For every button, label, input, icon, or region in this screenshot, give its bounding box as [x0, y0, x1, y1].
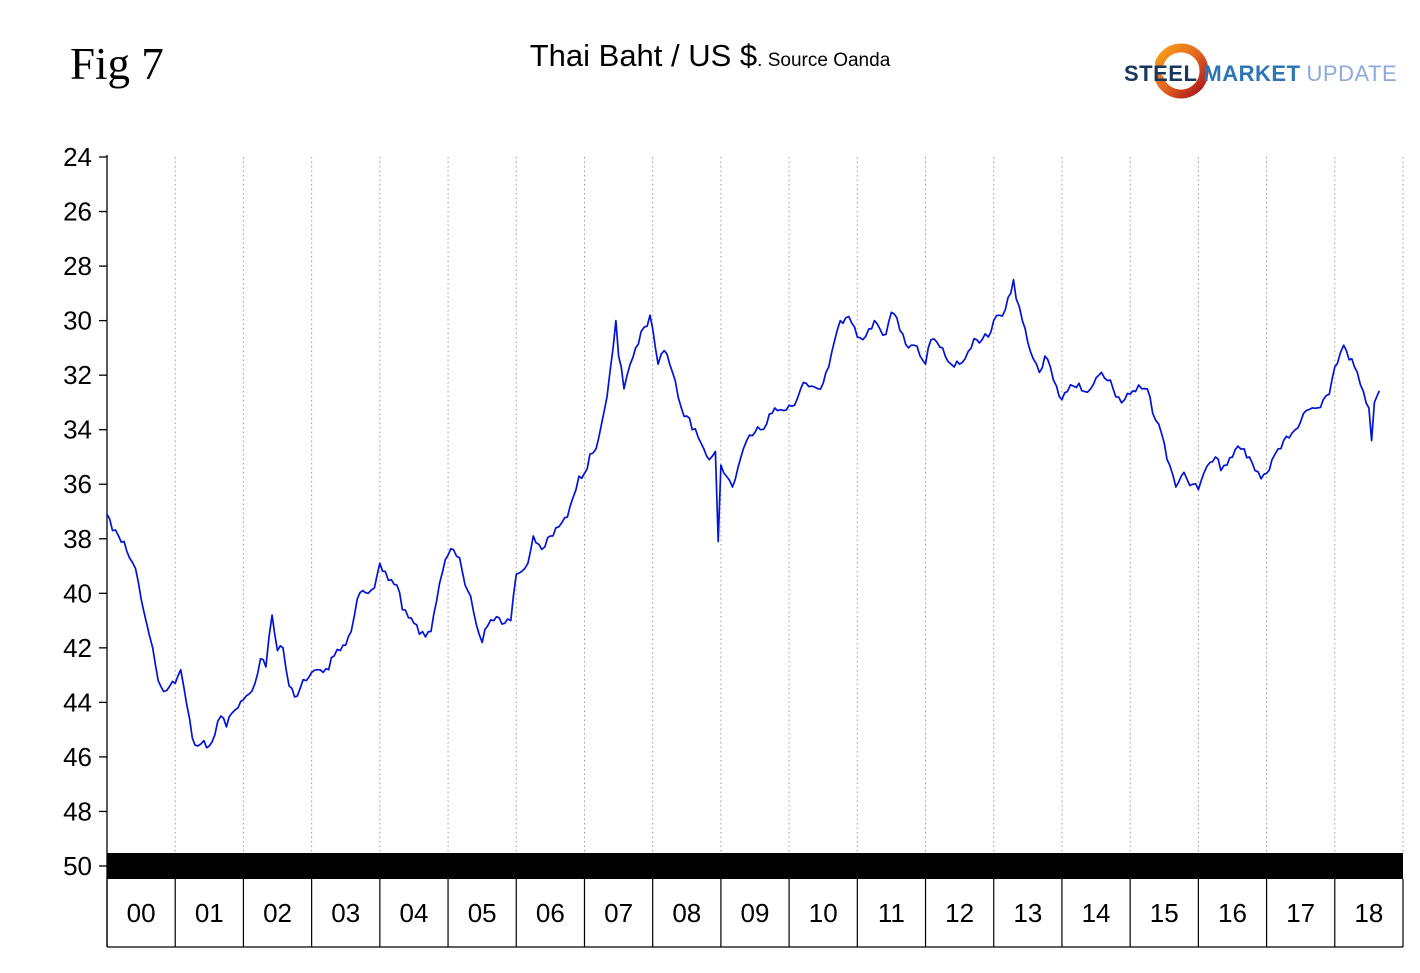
- y-tick-label: 44: [63, 687, 92, 717]
- x-tick-label: 14: [1082, 898, 1111, 928]
- x-tick-label: 00: [127, 898, 156, 928]
- x-tick-label: 05: [468, 898, 497, 928]
- logo-text: STEEL MARKET UPDATE: [1124, 61, 1397, 87]
- figure-label: Fig 7: [70, 39, 164, 89]
- x-tick-label: 03: [331, 898, 360, 928]
- y-tick-label: 50: [63, 851, 92, 881]
- logo-word-market: MARKET: [1203, 61, 1301, 86]
- y-tick-label: 42: [63, 633, 92, 663]
- logo-swoosh-icon: [1154, 43, 1209, 99]
- y-tick-label: 40: [63, 578, 92, 608]
- y-tick-label: 36: [63, 469, 92, 499]
- y-tick-label: 34: [63, 415, 92, 445]
- baseline-bar: [107, 853, 1403, 879]
- smu-logo: STEEL MARKET UPDATE: [1124, 42, 1397, 102]
- x-tick-label: 08: [672, 898, 701, 928]
- x-tick-label: 17: [1286, 898, 1315, 928]
- y-tick-label: 24: [63, 142, 92, 172]
- x-tick-label: 13: [1013, 898, 1042, 928]
- y-tick-label: 32: [63, 360, 92, 390]
- x-tick-label: 07: [604, 898, 633, 928]
- chart-source: . Source Oanda: [757, 50, 891, 71]
- x-tick-label: 09: [741, 898, 770, 928]
- x-tick-label: 16: [1218, 898, 1247, 928]
- y-tick-label: 28: [63, 251, 92, 281]
- exchange-rate-line: [106, 278, 1380, 749]
- x-tick-label: 10: [809, 898, 838, 928]
- x-tick-label: 01: [195, 898, 224, 928]
- y-tick-label: 38: [63, 524, 92, 554]
- x-tick-label: 02: [263, 898, 292, 928]
- x-tick-label: 06: [536, 898, 565, 928]
- logo-word-update: UPDATE: [1306, 61, 1398, 86]
- x-tick-label: 15: [1150, 898, 1179, 928]
- y-tick-label: 48: [63, 796, 92, 826]
- chart-header: Thai Baht / US $. Source Oanda: [0, 38, 1420, 74]
- x-tick-label: 04: [399, 898, 428, 928]
- chart-title: Thai Baht / US $: [529, 38, 758, 73]
- y-tick-label: 26: [63, 197, 92, 227]
- x-tick-label: 11: [878, 898, 905, 928]
- logo-word-steel: STEEL: [1124, 61, 1198, 86]
- x-tick-label: 18: [1354, 898, 1383, 928]
- x-tick-label: 12: [945, 898, 974, 928]
- y-tick-label: 46: [63, 742, 92, 772]
- y-tick-label: 30: [63, 306, 92, 336]
